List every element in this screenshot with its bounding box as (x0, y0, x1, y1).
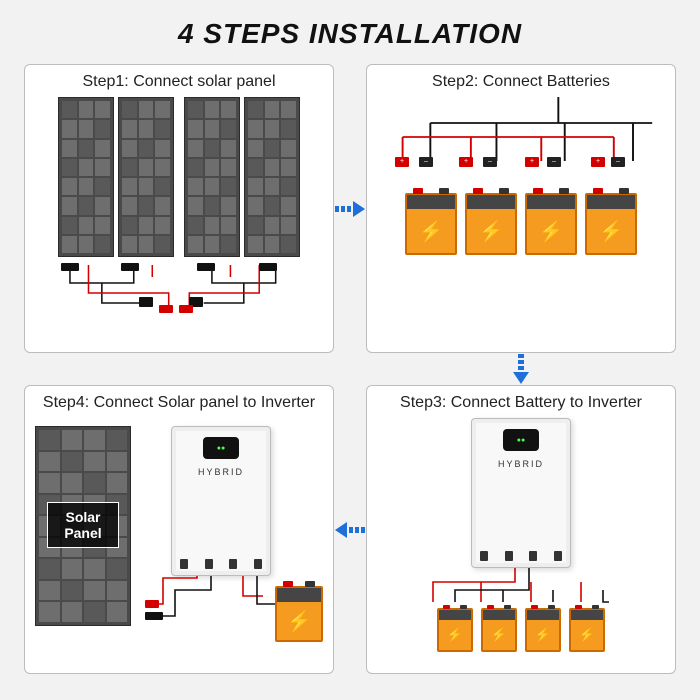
solar-panel-row (35, 97, 323, 257)
step3-wiring (411, 568, 631, 608)
solar-panel-icon (58, 97, 114, 257)
battery-icon: ⚡ (405, 193, 457, 255)
inverter-brand: HYBRID (498, 459, 544, 469)
spacer (334, 353, 366, 385)
spacer (24, 353, 334, 385)
step2-content: + – + – + – + – ⚡ ⚡ ⚡ ⚡ (377, 97, 665, 342)
battery-icon: ⚡ (585, 193, 637, 255)
battery-icon: ⚡ (569, 608, 605, 652)
inverter-icon: ●● HYBRID (471, 418, 571, 568)
battery-row: ⚡ ⚡ ⚡ ⚡ (437, 608, 605, 652)
solar-panel-icon (244, 97, 300, 257)
page-title: 4 STEPS INSTALLATION (24, 18, 676, 50)
battery-icon: ⚡ (525, 193, 577, 255)
step4-content: SolarPanel ●● HYBRID (35, 418, 323, 663)
step4-title: Step4: Connect Solar panel to Inverter (35, 394, 323, 412)
step1-wiring (35, 265, 323, 325)
battery-icon: ⚡ (465, 193, 517, 255)
arrow-down (366, 353, 676, 385)
battery-icon: ⚡ (525, 608, 561, 652)
battery-icon: ⚡ (481, 608, 517, 652)
step4-card: Step4: Connect Solar panel to Inverter S… (24, 385, 334, 674)
step1-content (35, 97, 323, 342)
step3-card: Step3: Connect Battery to Inverter ●● HY… (366, 385, 676, 674)
battery-icon: ⚡ (275, 586, 323, 642)
inverter-screen-icon: ●● (503, 429, 539, 451)
battery-row: ⚡ ⚡ ⚡ ⚡ (377, 193, 665, 255)
step3-content: ●● HYBRID ⚡ ⚡ ⚡ ⚡ (377, 418, 665, 663)
step1-card: Step1: Connect solar panel (24, 64, 334, 353)
step2-card: Step2: Connect Batteries + – + – + (366, 64, 676, 353)
step2-wiring: + – + – + – + – (377, 97, 665, 187)
step1-title: Step1: Connect solar panel (35, 73, 323, 91)
battery-icon: ⚡ (437, 608, 473, 652)
arrow-right (334, 64, 366, 353)
solar-panel-label: SolarPanel (47, 502, 119, 548)
steps-grid: Step1: Connect solar panel (24, 64, 676, 674)
solar-panel-icon (118, 97, 174, 257)
step3-title: Step3: Connect Battery to Inverter (377, 394, 665, 412)
solar-panel-icon (184, 97, 240, 257)
arrow-left (334, 385, 366, 674)
step2-title: Step2: Connect Batteries (377, 73, 665, 91)
